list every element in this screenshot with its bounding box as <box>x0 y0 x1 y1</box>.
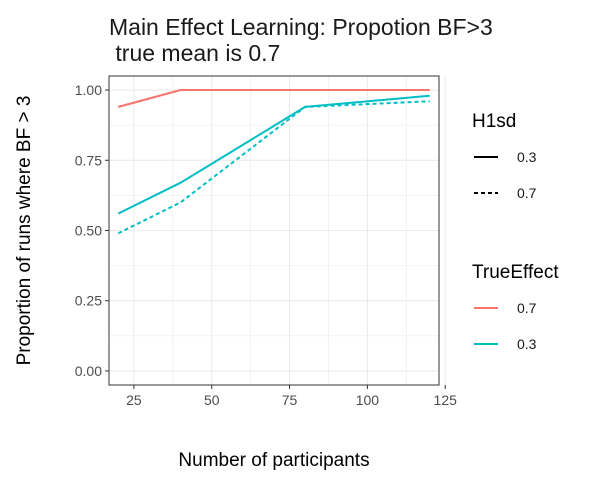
x-tick-label: 75 <box>282 392 298 408</box>
x-axis-label: Number of participants <box>178 450 369 471</box>
x-tick-label: 50 <box>204 392 220 408</box>
legend-title: H1sd <box>472 111 516 132</box>
series-line <box>117 94 430 215</box>
legend-label: 0.7 <box>517 185 537 201</box>
x-tick-label: 100 <box>356 392 380 408</box>
grid <box>109 76 446 385</box>
legend-title: TrueEffect <box>472 262 559 283</box>
legend-label: 0.7 <box>517 300 537 316</box>
x-tick-label: 125 <box>434 392 458 408</box>
chart-title: Main Effect Learning: Propotion BF>3 tru… <box>109 14 493 66</box>
legend: H1sd 0.3 0.7 TrueEffect 0.7 0.3 <box>472 111 559 352</box>
legend-label: 0.3 <box>517 336 537 352</box>
y-axis: 0.00 0.25 0.50 0.75 1.00 <box>75 82 109 379</box>
x-tick-label: 25 <box>126 392 142 408</box>
legend-trueeffect: TrueEffect 0.7 0.3 <box>472 262 559 352</box>
y-tick-label: 0.50 <box>75 223 102 239</box>
chart-title-line: true mean is 0.7 <box>109 40 280 66</box>
y-tick-label: 1.00 <box>75 82 102 98</box>
chart-title-line: Main Effect Learning: Propotion BF>3 <box>109 14 493 40</box>
y-tick-label: 0.25 <box>75 293 102 309</box>
series-line <box>118 89 430 108</box>
legend-label: 0.3 <box>517 149 537 165</box>
legend-h1sd: H1sd 0.3 0.7 <box>472 111 537 201</box>
plot-lines <box>117 89 430 235</box>
y-tick-label: 0.00 <box>75 363 102 379</box>
series-line <box>117 100 430 235</box>
y-tick-label: 0.75 <box>75 152 102 168</box>
x-axis: 25 50 75 100 125 <box>126 385 457 408</box>
y-axis-label: Proportion of runs where BF > 3 <box>14 96 35 366</box>
